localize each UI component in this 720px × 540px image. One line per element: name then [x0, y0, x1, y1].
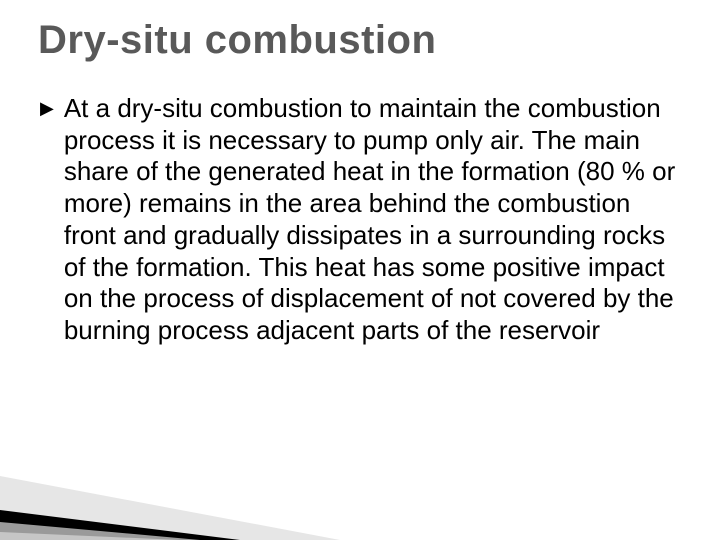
corner-decoration-icon: [0, 470, 340, 540]
slide: Dry-situ combustion ▶ At a dry-situ comb…: [0, 0, 720, 540]
bullet-icon: ▶: [40, 99, 54, 117]
body-text: At a dry-situ combustion to maintain the…: [64, 93, 682, 347]
slide-title: Dry-situ combustion: [38, 18, 682, 63]
body-row: ▶ At a dry-situ combustion to maintain t…: [38, 93, 682, 347]
